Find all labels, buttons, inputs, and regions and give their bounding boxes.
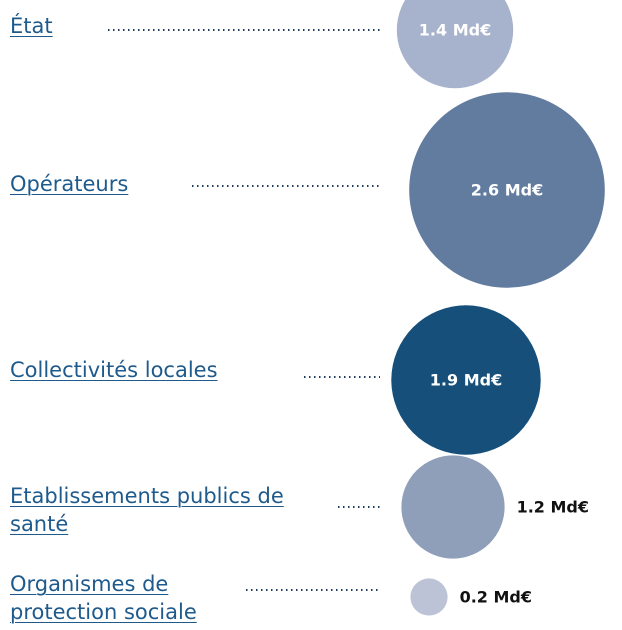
bubble [410,578,448,616]
bubble [391,305,541,455]
category-link[interactable]: Collectivités locales [10,358,218,382]
bubble [396,0,514,89]
bubble [409,92,605,288]
bubble [401,455,505,559]
category-link[interactable]: Etablissements publics de santé [10,484,284,536]
value-label: 0.2 Md€ [460,588,532,607]
value-label: 1.4 Md€ [419,21,491,40]
value-label: 1.2 Md€ [517,498,589,517]
category-link[interactable]: Organismes de protection sociale [10,572,197,624]
category-link[interactable]: État [10,14,53,38]
category-link[interactable]: Opérateurs [10,172,129,196]
value-label: 2.6 Md€ [471,181,543,200]
value-label: 1.9 Md€ [430,371,502,390]
